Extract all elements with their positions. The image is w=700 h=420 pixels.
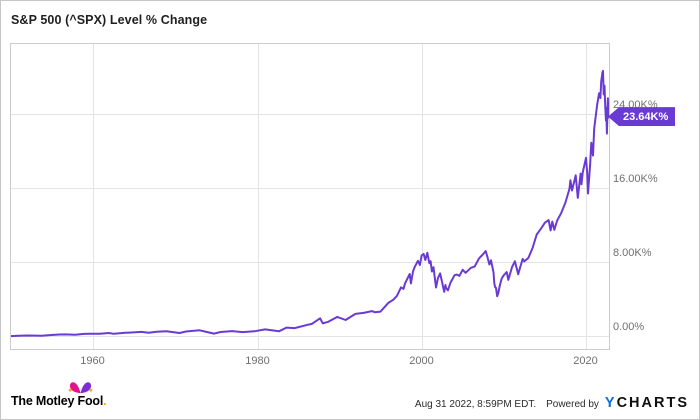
motley-fool-logo: The Motley Fool. xyxy=(11,382,107,410)
x-axis-tick-label: 2000 xyxy=(409,355,434,367)
motley-fool-period: . xyxy=(103,394,107,408)
last-value-badge: 23.64K% xyxy=(608,107,676,127)
x-axis-tick-label: 2020 xyxy=(573,355,598,367)
attribution: Aug 31 2022, 8:59PM EDT. Powered by YCHA… xyxy=(414,394,689,411)
sp500-series-line xyxy=(11,69,609,338)
chart-title: S&P 500 (^SPX) Level % Change xyxy=(11,13,208,27)
x-axis-tick-label: 1960 xyxy=(80,355,105,367)
motley-fool-wordmark: The Motley Fool xyxy=(11,394,104,408)
y-axis-tick-label: 0.00% xyxy=(613,320,645,333)
x-axis-tick-label: 1980 xyxy=(245,355,270,367)
last-value-label: 23.64K% xyxy=(623,110,669,123)
plot-area xyxy=(10,43,610,350)
sp500-line-chart xyxy=(11,44,609,349)
timestamp: Aug 31 2022, 8:59PM EDT. xyxy=(414,398,537,410)
y-axis-tick-label: 8.00K% xyxy=(613,246,652,259)
ycharts-logo: YCHARTS xyxy=(604,394,689,411)
powered-by-label: Powered by xyxy=(546,398,599,410)
ycharts-charts-letters: CHARTS xyxy=(616,394,689,411)
ycharts-y-letter: Y xyxy=(604,394,617,411)
y-axis-tick-label: 16.00K% xyxy=(613,172,658,185)
jester-hat-icon xyxy=(68,382,93,394)
